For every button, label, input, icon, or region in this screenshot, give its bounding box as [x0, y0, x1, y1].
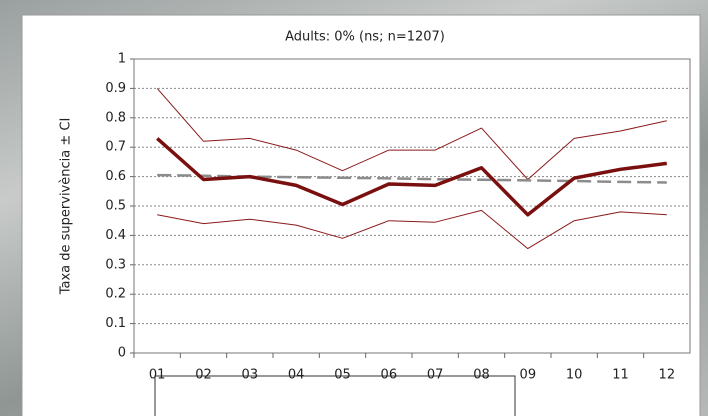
x-tick-label: 06: [381, 368, 398, 383]
series-line: [156, 88, 667, 180]
y-tick-label: 1: [118, 52, 126, 67]
y-tick-label: 0.3: [105, 257, 126, 272]
x-tick-label: 11: [612, 368, 629, 383]
x-tick-label: 02: [195, 368, 212, 383]
y-axis-label: Taxa de supervivència ± CI: [59, 118, 74, 296]
y-tick-label: 0.6: [105, 169, 126, 184]
x-tick-label: 04: [288, 368, 305, 383]
x-tick-label: 03: [242, 368, 259, 383]
x-tick-label: 07: [427, 368, 444, 383]
x-tick-label: 10: [566, 368, 583, 383]
x-tick-label: 08: [473, 368, 490, 383]
y-tick-label: 0.4: [105, 228, 126, 243]
series-line: [156, 137, 668, 217]
legend-box: [154, 375, 516, 416]
x-tick-label: 09: [520, 368, 537, 383]
y-tick-label: 0.8: [105, 110, 126, 125]
y-tick-label: 0: [118, 346, 126, 361]
x-tick-label: 12: [659, 368, 676, 383]
chart-title: Adults: 0% (ns; n=1207): [285, 30, 445, 45]
chart-panel: [21, 14, 701, 416]
y-tick-label: 0.1: [105, 316, 126, 331]
y-tick-label: 0.7: [105, 140, 126, 155]
y-tick-label: 0.9: [105, 81, 126, 96]
y-tick-label: 0.2: [105, 287, 126, 302]
x-tick-label: 05: [334, 368, 351, 383]
y-tick-label: 0.5: [105, 199, 126, 214]
series-line: [157, 209, 667, 250]
x-tick-label: 01: [149, 368, 166, 383]
